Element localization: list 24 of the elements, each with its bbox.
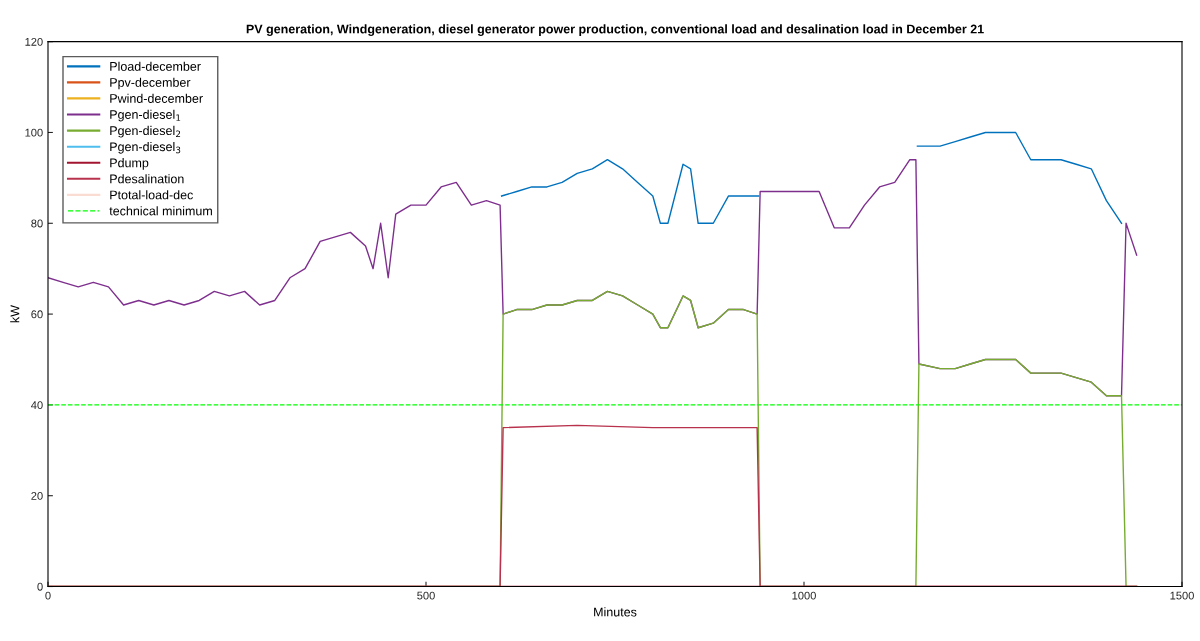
y-tick-label: 20 [31, 491, 43, 500]
legend-label: Pdesalination [110, 174, 184, 184]
y-tick-label: 120 [25, 37, 43, 46]
y-tick-label: 100 [25, 128, 43, 137]
y-tick-label: 40 [31, 401, 43, 410]
y-tick-label: 80 [31, 219, 43, 228]
legend-label: Pwind-december [110, 93, 203, 103]
legend-label: Pgen-diesel$_{2}$ [110, 125, 181, 138]
y-tick-label: 60 [31, 310, 43, 319]
legend-label: Pgen-diesel$_{1}$ [110, 109, 181, 122]
x-axis-title: Minutes [594, 607, 637, 617]
x-tick-label: 0 [45, 591, 51, 600]
legend-label: Pdump [110, 158, 149, 170]
legend-label: technical minimum [109, 206, 212, 216]
x-tick-label: 500 [417, 591, 435, 600]
x-tick-label: 1500 [1170, 591, 1194, 600]
y-tick-label: 0 [37, 582, 43, 591]
chart-title: PV generation, Windgeneration, diesel generator power production, conventional load and desalination load in December 21 [246, 24, 984, 36]
legend-label: Ppv-december [110, 77, 191, 90]
legend-label: Pgen-diesel$_{3}$ [110, 142, 181, 154]
x-tick-label: 1000 [792, 591, 816, 600]
legend-label: Ptotal-load-dec [110, 190, 193, 200]
y-axis-title: kW [10, 305, 20, 323]
legend-label: Pload-december [110, 61, 201, 71]
